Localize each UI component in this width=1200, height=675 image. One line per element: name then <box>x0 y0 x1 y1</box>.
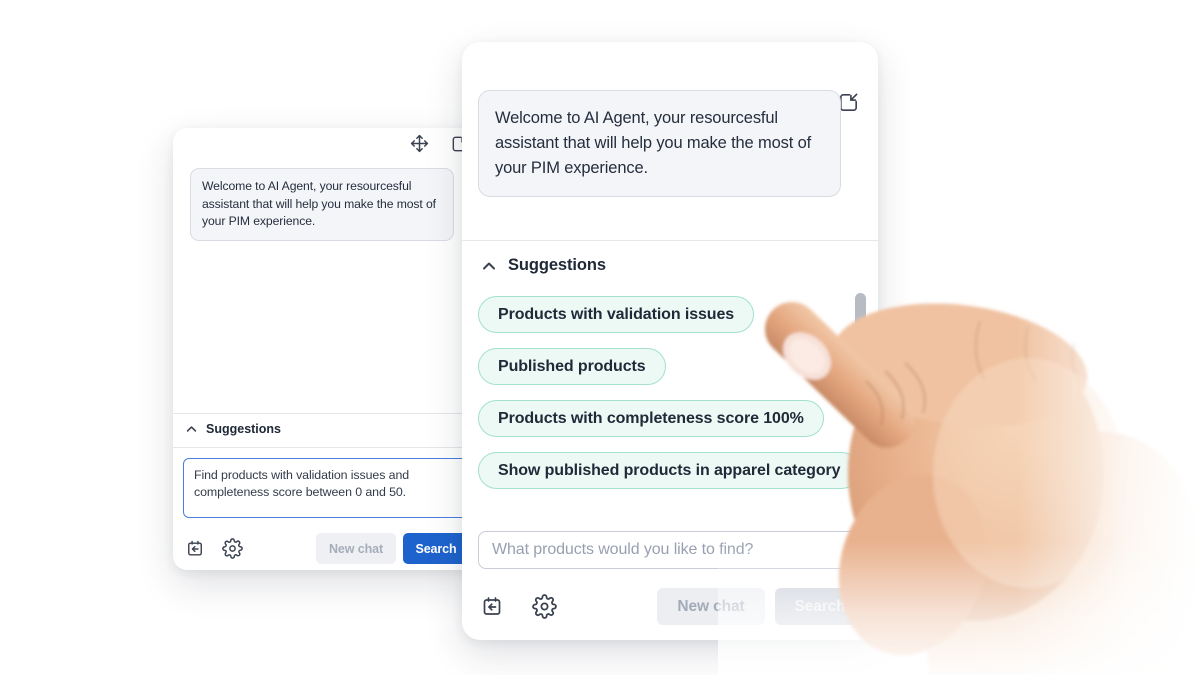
suggestion-pill[interactable]: Published products <box>478 348 666 385</box>
new-chat-button[interactable]: New chat <box>657 588 765 625</box>
minimize-icon[interactable] <box>837 91 860 114</box>
new-chat-button[interactable]: New chat <box>316 533 396 564</box>
suggestion-pill[interactable]: Products with completeness score 100% <box>478 400 824 437</box>
chevron-up-icon <box>186 425 197 433</box>
chevron-up-icon <box>482 261 496 271</box>
product-search-input[interactable] <box>478 531 862 569</box>
suggestions-header[interactable]: Suggestions <box>186 422 281 436</box>
divider <box>173 447 478 448</box>
suggestions-label: Suggestions <box>206 422 282 436</box>
welcome-message: Welcome to AI Agent, your resourcesful a… <box>190 168 454 241</box>
suggestions-header[interactable]: Suggestions <box>482 256 606 275</box>
search-button[interactable]: Search <box>403 533 469 564</box>
suggestions-label: Suggestions <box>508 256 606 274</box>
assistant-panel-back: Welcome to AI Agent, your resourcesful a… <box>173 128 478 570</box>
chat-history-icon[interactable] <box>185 539 205 559</box>
suggestion-pill[interactable]: Show published products in apparel categ… <box>478 452 861 489</box>
gear-icon[interactable] <box>222 538 243 559</box>
divider <box>462 240 878 241</box>
suggestion-list: Products with validation issues Publishe… <box>478 296 861 489</box>
suggestion-pill[interactable]: Products with validation issues <box>478 296 755 333</box>
search-button[interactable]: Search <box>775 588 865 625</box>
divider <box>173 413 478 414</box>
gear-icon[interactable] <box>532 594 557 619</box>
move-icon[interactable] <box>409 133 430 154</box>
scrollbar-thumb[interactable] <box>855 293 866 335</box>
query-textarea[interactable]: Find products with validation issues and… <box>183 458 471 518</box>
welcome-message: Welcome to AI Agent, your resourcesful a… <box>478 90 841 197</box>
assistant-panel-front: Welcome to AI Agent, your resourcesful a… <box>462 42 878 640</box>
chat-history-icon[interactable] <box>480 595 504 619</box>
